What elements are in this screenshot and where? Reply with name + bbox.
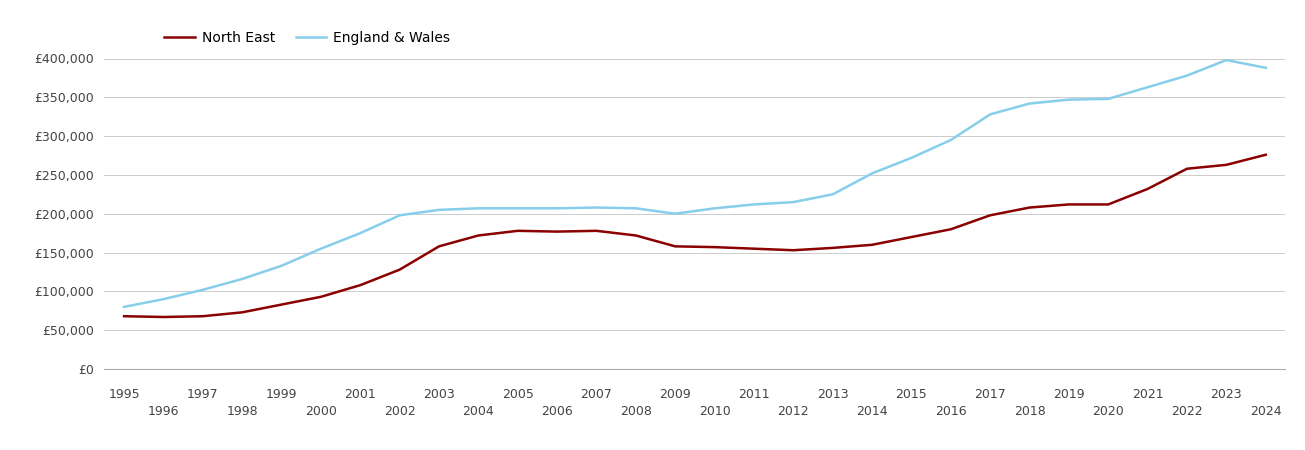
- Text: 2005: 2005: [502, 388, 534, 401]
- North East: [903, 234, 919, 240]
- England & Wales: [667, 211, 683, 216]
- Line: North East: North East: [124, 155, 1266, 317]
- Text: 2013: 2013: [817, 388, 848, 401]
- Text: 2016: 2016: [934, 405, 967, 418]
- Text: 2008: 2008: [620, 405, 651, 418]
- Text: 2011: 2011: [739, 388, 770, 401]
- Text: 2022: 2022: [1171, 405, 1203, 418]
- North East: [944, 226, 959, 232]
- Text: 2009: 2009: [659, 388, 692, 401]
- England & Wales: [1258, 65, 1274, 71]
- Text: 2004: 2004: [462, 405, 495, 418]
- England & Wales: [628, 206, 643, 211]
- England & Wales: [1061, 97, 1077, 102]
- North East: [1100, 202, 1116, 207]
- Text: 2023: 2023: [1211, 388, 1242, 401]
- England & Wales: [510, 206, 526, 211]
- North East: [274, 302, 290, 307]
- Text: 2019: 2019: [1053, 388, 1084, 401]
- Text: 2021: 2021: [1131, 388, 1164, 401]
- England & Wales: [235, 276, 251, 282]
- North East: [1258, 152, 1274, 158]
- North East: [825, 245, 840, 251]
- Text: 2000: 2000: [305, 405, 337, 418]
- North East: [549, 229, 565, 234]
- North East: [392, 267, 407, 272]
- North East: [194, 314, 210, 319]
- Text: 2018: 2018: [1014, 405, 1045, 418]
- England & Wales: [392, 212, 407, 218]
- North East: [1061, 202, 1077, 207]
- England & Wales: [549, 206, 565, 211]
- Text: 2001: 2001: [345, 388, 376, 401]
- Text: 2020: 2020: [1092, 405, 1124, 418]
- North East: [628, 233, 643, 238]
- Text: 2002: 2002: [384, 405, 415, 418]
- England & Wales: [274, 263, 290, 269]
- North East: [1139, 186, 1155, 192]
- England & Wales: [1100, 96, 1116, 102]
- North East: [155, 314, 171, 319]
- England & Wales: [1219, 57, 1235, 63]
- North East: [510, 228, 526, 234]
- Text: 2014: 2014: [856, 405, 887, 418]
- England & Wales: [1022, 101, 1037, 106]
- England & Wales: [313, 246, 329, 252]
- England & Wales: [589, 205, 604, 210]
- North East: [707, 244, 723, 250]
- North East: [431, 243, 446, 249]
- England & Wales: [194, 287, 210, 292]
- North East: [589, 228, 604, 234]
- North East: [313, 294, 329, 300]
- England & Wales: [471, 206, 487, 211]
- Text: 2017: 2017: [975, 388, 1006, 401]
- North East: [864, 242, 880, 248]
- Line: England & Wales: England & Wales: [124, 60, 1266, 307]
- England & Wales: [707, 206, 723, 211]
- Text: 1998: 1998: [226, 405, 258, 418]
- North East: [983, 212, 998, 218]
- England & Wales: [903, 155, 919, 161]
- Text: 2015: 2015: [895, 388, 928, 401]
- North East: [786, 248, 801, 253]
- Text: 2007: 2007: [581, 388, 612, 401]
- Text: 2003: 2003: [423, 388, 455, 401]
- North East: [1180, 166, 1195, 171]
- England & Wales: [864, 171, 880, 176]
- Legend: North East, England & Wales: North East, England & Wales: [159, 25, 455, 50]
- England & Wales: [983, 112, 998, 117]
- Text: 1995: 1995: [108, 388, 140, 401]
- England & Wales: [1180, 73, 1195, 78]
- Text: 1996: 1996: [147, 405, 179, 418]
- North East: [1022, 205, 1037, 210]
- North East: [235, 310, 251, 315]
- England & Wales: [1139, 85, 1155, 90]
- North East: [352, 283, 368, 288]
- Text: 1999: 1999: [266, 388, 298, 401]
- England & Wales: [155, 297, 171, 302]
- North East: [746, 246, 762, 252]
- England & Wales: [116, 304, 132, 310]
- England & Wales: [431, 207, 446, 212]
- Text: 2006: 2006: [542, 405, 573, 418]
- Text: 2012: 2012: [778, 405, 809, 418]
- North East: [471, 233, 487, 238]
- Text: 1997: 1997: [187, 388, 219, 401]
- England & Wales: [825, 192, 840, 197]
- England & Wales: [352, 230, 368, 236]
- North East: [1219, 162, 1235, 167]
- England & Wales: [746, 202, 762, 207]
- England & Wales: [786, 199, 801, 205]
- Text: 2024: 2024: [1250, 405, 1282, 418]
- North East: [667, 243, 683, 249]
- Text: 2010: 2010: [698, 405, 731, 418]
- England & Wales: [944, 137, 959, 143]
- North East: [116, 314, 132, 319]
